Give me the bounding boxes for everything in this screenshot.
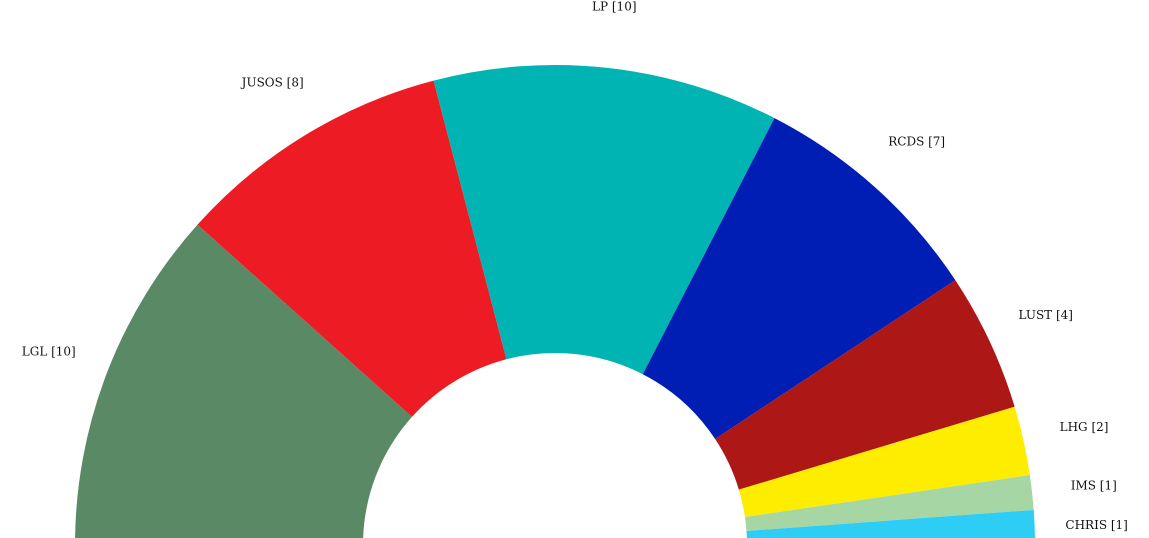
label-lgl: LGL [10] — [22, 344, 76, 358]
label-lust: LUST [4] — [1019, 308, 1073, 322]
label-lp: LP [10] — [592, 0, 637, 13]
slice-rcds — [642, 118, 956, 440]
label-jusos: JUSOS [8] — [240, 75, 304, 89]
labels-group: LGL [10] JUSOS [8] LP [10] RCDS [7] LUST [4]… — [22, 0, 1128, 532]
slice-jusos — [197, 80, 507, 417]
label-chris: CHRIS [1] — [1065, 518, 1127, 532]
label-rcds: RCDS [7] — [888, 134, 945, 148]
slice-lgl — [75, 224, 413, 538]
slices-group — [75, 64, 1035, 538]
slice-lust — [715, 280, 1015, 490]
label-ims: IMS [1] — [1071, 479, 1117, 493]
slice-lhg — [738, 406, 1030, 518]
slice-ims — [744, 475, 1034, 531]
label-lhg: LHG [2] — [1060, 420, 1109, 434]
slice-chris — [746, 509, 1035, 538]
slice-lp — [433, 64, 775, 375]
